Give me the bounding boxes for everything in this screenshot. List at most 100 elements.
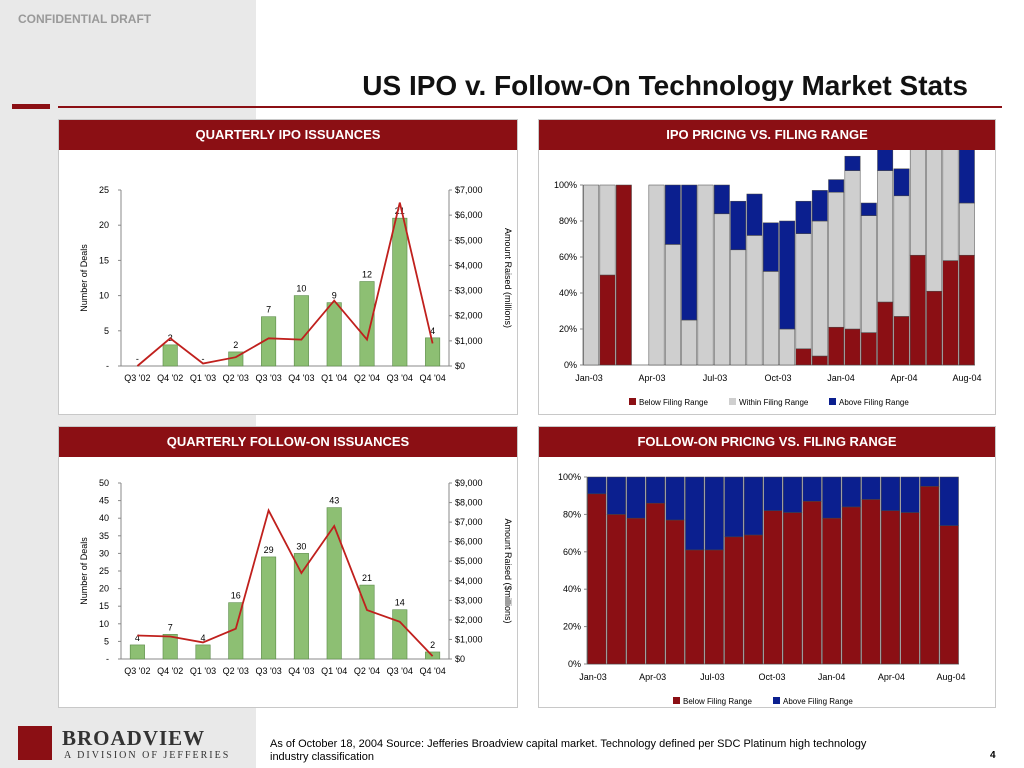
stack-segment-below	[795, 348, 812, 366]
x-tick-label: Q1 '04	[321, 666, 347, 676]
x-tick-label: Q2 '03	[223, 373, 249, 383]
stack-segment-within	[860, 215, 877, 333]
x-tick-label: Jan-03	[575, 373, 603, 383]
stack-segment-above	[606, 476, 626, 515]
stack-segment-within	[942, 150, 959, 261]
stack-segment-within	[779, 328, 796, 366]
y-tick-label: 5	[104, 636, 109, 646]
legend-label: Below Filing Range	[639, 398, 708, 407]
x-tick-label: Apr-03	[638, 373, 665, 383]
y2-tick-label: $6,000	[455, 210, 483, 220]
stack-segment-below	[724, 536, 744, 665]
stack-segment-above	[811, 190, 828, 222]
stack-segment-within	[844, 170, 861, 330]
y-tick-label: 80%	[563, 509, 581, 519]
y-tick-label: 20	[99, 584, 109, 594]
x-tick-label: Oct-03	[758, 672, 785, 682]
stack-segment-above	[743, 476, 763, 536]
y-tick-label: 20%	[559, 324, 577, 334]
ipo-pricing-title: IPO PRICING VS. FILING RANGE	[539, 120, 995, 150]
stack-segment-above	[861, 476, 881, 500]
y-tick-label: 50	[99, 478, 109, 488]
stack-segment-below	[828, 326, 845, 366]
stack-segment-below	[920, 486, 940, 665]
y2-tick-label: $4,000	[455, 260, 483, 270]
stack-segment-above	[795, 200, 812, 234]
y2-tick-label: $9,000	[455, 478, 483, 488]
deal-count-bar	[162, 634, 178, 660]
stack-segment-within	[697, 184, 714, 366]
stack-segment-within	[713, 213, 730, 366]
x-tick-label: Q4 '03	[288, 373, 314, 383]
ipo-pricing-chart: 0% 20% 40% 60% 80% 100% Jan-03 Apr-03 Jul-03 Oct-…	[554, 150, 982, 407]
y-tick-label: 40%	[563, 584, 581, 594]
stack-segment-below	[599, 274, 616, 366]
y2-tick-label: $5,000	[455, 235, 483, 245]
stack-segment-above	[828, 179, 845, 193]
y-tick-label: 0%	[568, 659, 581, 669]
y-tick-label: 20	[99, 220, 109, 230]
stack-segment-above	[900, 476, 920, 513]
y2-tick-label: $4,000	[455, 576, 483, 586]
stack-segment-below	[587, 493, 607, 665]
stack-segment-below	[811, 355, 828, 366]
stack-segment-below	[685, 549, 705, 665]
stack-segment-within	[877, 170, 894, 303]
ipo-pricing-panel: IPO PRICING VS. FILING RANGE 0% 20% 40% 60%…	[538, 119, 996, 415]
bar-data-label: 29	[264, 545, 274, 555]
bar-data-label: 43	[329, 496, 339, 506]
legend-label: Above Filing Range	[783, 697, 853, 706]
stack-segment-below	[645, 502, 666, 665]
stack-segment-within	[664, 244, 681, 366]
x-tick-label: Apr-04	[878, 672, 905, 682]
legend-label: Within Filing Range	[739, 398, 809, 407]
legend-swatch-below	[673, 697, 680, 704]
bar-data-label: 4	[430, 326, 435, 336]
x-tick-label: Apr-04	[890, 373, 917, 383]
stack-segment-above	[822, 476, 842, 519]
stack-segment-below	[626, 517, 646, 665]
lion-crest-icon	[18, 726, 52, 760]
stack-segment-below	[704, 549, 724, 665]
bar-data-label: 7	[168, 622, 173, 632]
stack-segment-above	[713, 184, 730, 215]
stack-segment-above	[665, 476, 685, 521]
deal-count-bar	[359, 584, 375, 660]
x-tick-label: Q1 '04	[321, 373, 347, 383]
x-tick-label: Jul-03	[703, 373, 728, 383]
bar-data-label: 16	[231, 591, 241, 601]
stack-segment-within	[681, 319, 698, 366]
bar-data-label: -	[136, 354, 139, 364]
deal-count-bar	[293, 295, 309, 367]
stack-segment-within	[730, 249, 747, 366]
y-tick-label: 15	[99, 601, 109, 611]
stack-segment-within	[648, 184, 665, 366]
legend-label: Below Filing Range	[683, 697, 752, 706]
y-tick-label: -	[106, 654, 109, 664]
y2-axis-title: Amount Raised ($millions)	[503, 518, 513, 623]
y2-tick-label: $0	[455, 361, 465, 371]
stack-segment-below	[909, 254, 926, 366]
footer-source-note: As of October 18, 2004 Source: Jefferies…	[270, 738, 867, 763]
stack-segment-within	[893, 195, 910, 317]
stack-segment-above	[685, 476, 705, 551]
stack-segment-below	[880, 510, 901, 665]
stack-segment-above	[730, 200, 747, 251]
y2-axis-title: Amount Raised (millions)	[503, 228, 513, 328]
stack-segment-above	[877, 150, 894, 171]
y-axis-title: Number of Deals	[79, 244, 89, 312]
ipo-issuances-panel: QUARTERLY IPO ISSUANCES - 5 10 15 20 25 $0 $1,0…	[58, 119, 518, 415]
deal-count-bar	[261, 556, 277, 660]
bar-data-label: 7	[266, 305, 271, 315]
stack-segment-above	[645, 476, 666, 504]
stack-segment-below	[877, 301, 894, 366]
x-tick-label: Q4 '04	[419, 666, 445, 676]
x-tick-label: Oct-03	[764, 373, 791, 383]
y2-tick-label: $7,000	[455, 185, 483, 195]
bar-data-label: 2	[430, 640, 435, 650]
deal-count-bar	[293, 553, 309, 660]
x-tick-label: Q1 '03	[190, 373, 216, 383]
stack-segment-below	[802, 501, 822, 665]
x-tick-label: Q3 '02	[124, 666, 150, 676]
confidential-label: CONFIDENTIAL DRAFT	[18, 12, 152, 26]
